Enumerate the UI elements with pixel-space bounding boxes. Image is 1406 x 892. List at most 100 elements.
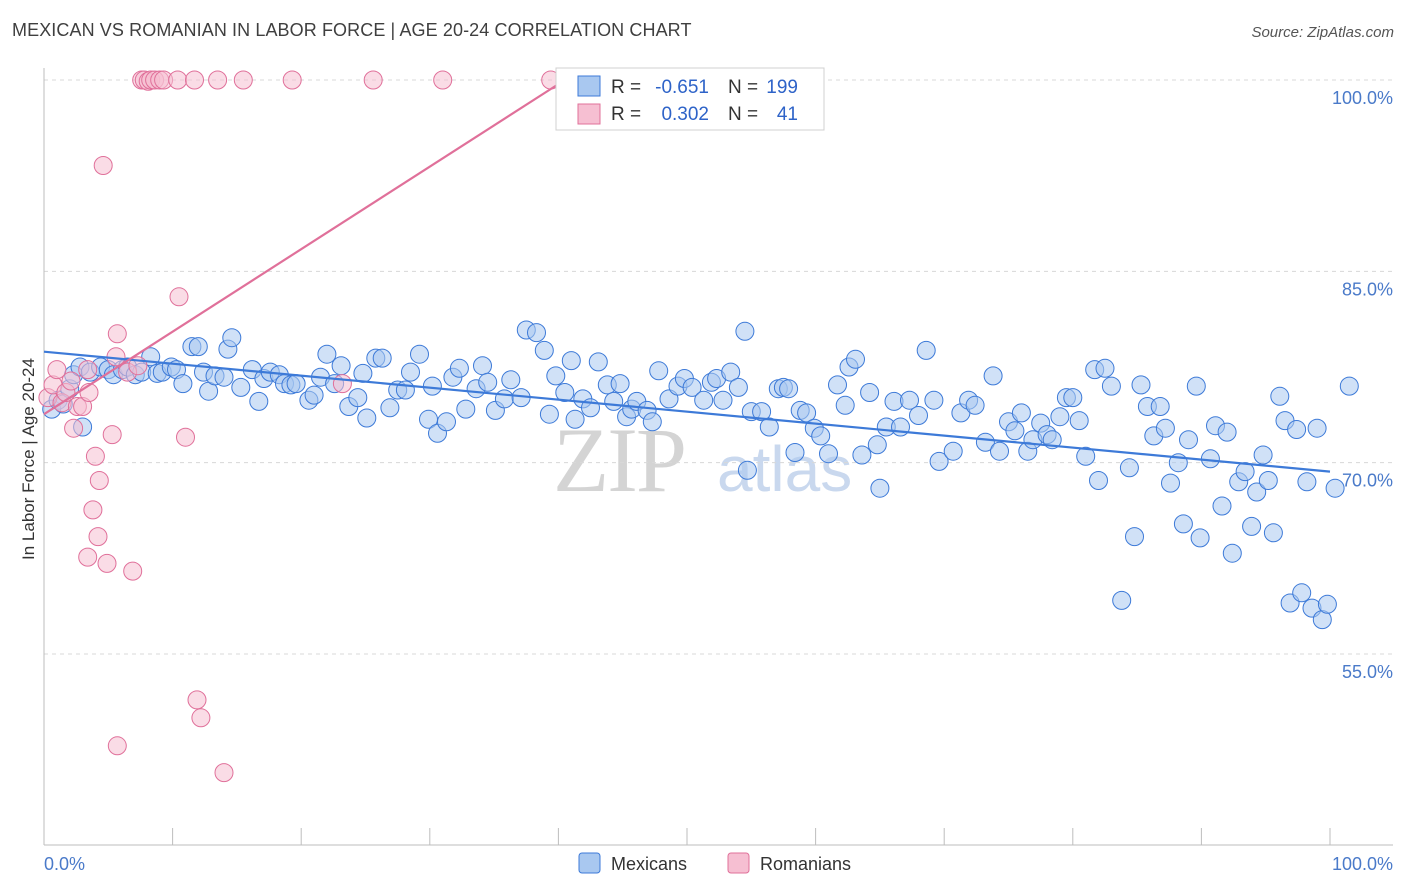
romanians-point bbox=[107, 736, 127, 756]
legend-r-value-mexicans: -0.651 bbox=[655, 77, 709, 98]
mexicans-point bbox=[1125, 527, 1144, 547]
mexicans-point bbox=[1101, 376, 1121, 396]
mexicans-point bbox=[1050, 407, 1070, 427]
romanians-trend-line bbox=[43, 79, 566, 416]
watermark-atlas: atlas bbox=[717, 433, 852, 505]
mexicans-point bbox=[891, 417, 910, 437]
mexicans-point bbox=[835, 395, 855, 415]
mexicans-point bbox=[372, 348, 392, 368]
romanians-point bbox=[123, 561, 143, 581]
legend-r-label-romanians: R = bbox=[611, 104, 641, 125]
mexicans-point bbox=[222, 328, 242, 348]
y-axis-label: In Labor Force | Age 20-24 bbox=[19, 358, 38, 560]
mexicans-point bbox=[909, 406, 928, 425]
mexicans-point bbox=[353, 363, 373, 383]
trend-lines bbox=[43, 79, 1331, 473]
mexicans-point bbox=[1217, 422, 1237, 442]
mexicans-point bbox=[759, 417, 779, 437]
mexicans-point bbox=[1247, 482, 1267, 502]
mexicans-point bbox=[965, 395, 985, 415]
mexicans-point bbox=[555, 383, 575, 402]
mexicans-point bbox=[401, 362, 420, 382]
mexicans-point bbox=[539, 404, 559, 424]
mexicans-point bbox=[867, 435, 887, 455]
mexicans-point bbox=[1150, 397, 1170, 416]
mexicans-point bbox=[1297, 472, 1317, 492]
romanians-point bbox=[168, 70, 188, 90]
mexicans-point bbox=[870, 478, 890, 498]
romanians-point bbox=[332, 374, 352, 394]
bottom-legend-label-romanians: Romanians bbox=[760, 854, 851, 874]
mexicans-point bbox=[1287, 420, 1307, 439]
mexicans-point bbox=[1179, 430, 1198, 450]
mexicans-point bbox=[990, 441, 1009, 461]
bottom-legend-label-mexicans: Mexicans bbox=[611, 854, 687, 874]
mexicans-point bbox=[501, 370, 521, 390]
mexicans-point bbox=[1190, 528, 1210, 548]
chart-title: MEXICAN VS ROMANIAN IN LABOR FORCE | AGE… bbox=[12, 20, 692, 40]
romanians-point bbox=[214, 763, 234, 783]
romanians-point bbox=[83, 500, 103, 520]
mexicans-point bbox=[924, 390, 944, 410]
mexicans-point bbox=[1089, 471, 1108, 490]
mexicans-point bbox=[713, 390, 733, 410]
mexicans-point bbox=[286, 374, 306, 394]
mexicans-point bbox=[1076, 446, 1096, 466]
romanians-points bbox=[38, 70, 561, 783]
mexicans-points bbox=[42, 320, 1359, 630]
mexicans-point bbox=[682, 377, 702, 397]
mexicans-point bbox=[546, 366, 566, 386]
legend-n-label-romanians: N = bbox=[728, 104, 758, 125]
romanians-point bbox=[47, 360, 67, 380]
mexicans-point bbox=[449, 358, 469, 378]
source-label: Source: ZipAtlas.com bbox=[1251, 24, 1394, 41]
mexicans-point bbox=[231, 377, 251, 397]
mexicans-point bbox=[610, 374, 630, 394]
romanians-point bbox=[176, 427, 195, 447]
mexicans-point bbox=[900, 390, 919, 410]
mexicans-point bbox=[214, 367, 234, 387]
mexicans-point bbox=[527, 323, 546, 343]
mexicans-point bbox=[1307, 418, 1327, 438]
legend-n-value-romanians: 41 bbox=[777, 104, 798, 125]
mexicans-point bbox=[819, 444, 838, 464]
legend-n-value-mexicans: 199 bbox=[766, 77, 798, 98]
mexicans-point bbox=[1173, 514, 1193, 534]
bottom-legend-swatch-romanians bbox=[727, 852, 750, 874]
mexicans-point bbox=[642, 412, 662, 432]
mexicans-point bbox=[1095, 358, 1115, 378]
romanians-point bbox=[433, 70, 453, 90]
mexicans-point bbox=[1119, 458, 1139, 478]
mexicans-point bbox=[1186, 376, 1206, 396]
romanians-point bbox=[64, 418, 84, 438]
mexicans-point bbox=[811, 426, 831, 446]
legend-r-value-romanians: 0.302 bbox=[661, 104, 709, 125]
mexicans-point bbox=[694, 390, 714, 410]
romanians-point bbox=[102, 425, 122, 445]
mexicans-point bbox=[249, 391, 269, 411]
romanians-point bbox=[89, 471, 109, 490]
legend-r-label-mexicans: R = bbox=[611, 77, 641, 98]
mexicans-point bbox=[943, 441, 963, 461]
romanians-point bbox=[107, 324, 127, 344]
mexicans-point bbox=[916, 340, 936, 360]
mexicans-point bbox=[561, 351, 581, 371]
mexicans-point bbox=[1253, 445, 1273, 465]
mexicans-point bbox=[1317, 594, 1337, 614]
romanians-point bbox=[363, 70, 383, 90]
mexicans-point bbox=[929, 451, 949, 471]
series-legend: Mexicans Romanians bbox=[578, 852, 851, 874]
mexicans-point bbox=[752, 402, 772, 422]
mexicans-point bbox=[1112, 590, 1132, 610]
romanians-point bbox=[85, 446, 105, 466]
romanians-point bbox=[88, 527, 108, 547]
mexicans-point bbox=[779, 379, 799, 399]
romanians-point bbox=[282, 70, 302, 90]
mexicans-point bbox=[565, 409, 585, 429]
mexicans-point bbox=[1270, 386, 1290, 406]
mexicans-point bbox=[1063, 388, 1083, 408]
mexicans-point bbox=[1263, 523, 1283, 543]
romanians-point bbox=[187, 690, 207, 710]
mexicans-point bbox=[1339, 376, 1359, 396]
mexicans-point bbox=[721, 362, 741, 382]
